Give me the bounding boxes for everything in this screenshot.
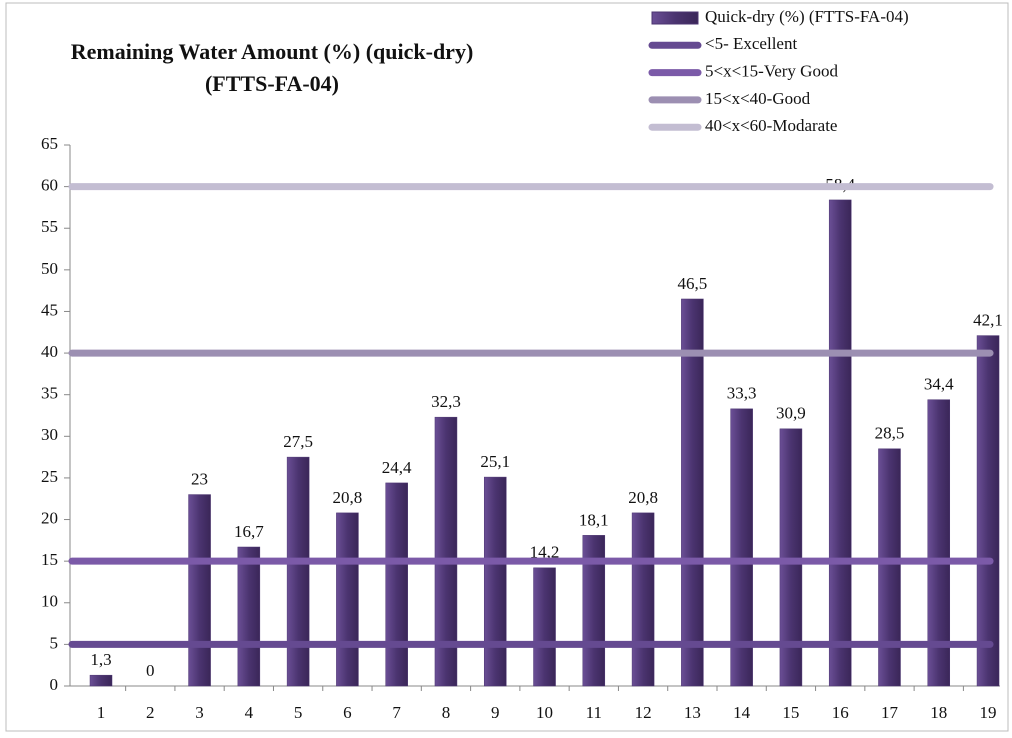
x-tick-label: 13 xyxy=(684,703,701,722)
data-label: 20,8 xyxy=(628,488,658,507)
legend-label: Quick-dry (%) (FTTS-FA-04) xyxy=(705,7,909,26)
legend-swatch xyxy=(651,11,699,25)
x-tick-label: 9 xyxy=(491,703,500,722)
x-tick-label: 14 xyxy=(733,703,751,722)
x-tick-label: 12 xyxy=(635,703,652,722)
y-tick-label: 40 xyxy=(41,342,58,361)
data-label: 0 xyxy=(146,661,155,680)
bar xyxy=(828,199,852,687)
data-label: 28,5 xyxy=(875,424,905,443)
data-label: 32,3 xyxy=(431,392,461,411)
bar xyxy=(779,428,803,687)
x-tick-label: 17 xyxy=(881,703,899,722)
data-label: 25,1 xyxy=(480,452,510,471)
bar xyxy=(878,448,901,687)
data-label: 33,3 xyxy=(727,384,757,403)
bar xyxy=(286,456,310,687)
bar xyxy=(188,494,211,687)
bar xyxy=(582,535,606,687)
x-tick-label: 6 xyxy=(343,703,352,722)
y-tick-label: 15 xyxy=(41,550,58,569)
bar xyxy=(927,399,951,687)
data-label: 14,2 xyxy=(530,543,560,562)
x-tick-label: 7 xyxy=(392,703,401,722)
data-label: 46,5 xyxy=(677,274,707,293)
bar xyxy=(89,674,113,687)
x-tick-label: 10 xyxy=(536,703,553,722)
bar xyxy=(336,512,359,687)
x-tick-label: 3 xyxy=(195,703,204,722)
x-tick-label: 11 xyxy=(586,703,602,722)
y-tick-label: 10 xyxy=(41,592,58,611)
x-tick-label: 18 xyxy=(930,703,947,722)
data-label: 42,1 xyxy=(973,311,1003,330)
y-tick-label: 30 xyxy=(41,425,58,444)
y-tick-label: 45 xyxy=(41,300,58,319)
x-tick-label: 1 xyxy=(97,703,106,722)
bar xyxy=(976,335,1000,687)
x-tick-label: 16 xyxy=(832,703,849,722)
data-label: 27,5 xyxy=(283,432,313,451)
y-tick-label: 25 xyxy=(41,467,58,486)
bar xyxy=(385,482,408,687)
bar xyxy=(237,546,261,687)
data-label: 23 xyxy=(191,469,208,488)
legend-label: 15<x<40-Good xyxy=(705,89,811,108)
y-tick-label: 35 xyxy=(41,384,58,403)
y-tick-label: 5 xyxy=(50,633,59,652)
x-tick-label: 4 xyxy=(245,703,254,722)
bar xyxy=(483,476,507,687)
bar xyxy=(631,512,655,687)
bar xyxy=(730,408,753,687)
legend-label: <5- Excellent xyxy=(705,34,797,53)
y-tick-label: 55 xyxy=(41,217,58,236)
legend-label: 5<x<15-Very Good xyxy=(705,62,838,81)
y-tick-label: 0 xyxy=(50,675,59,694)
data-label: 18,1 xyxy=(579,510,609,529)
data-label: 34,4 xyxy=(924,375,954,394)
bar xyxy=(533,567,556,687)
data-label: 24,4 xyxy=(382,458,412,477)
bar xyxy=(681,298,704,687)
chart-title: Remaining Water Amount (%) (quick-dry) xyxy=(71,39,474,64)
bar xyxy=(434,416,458,687)
y-tick-label: 20 xyxy=(41,508,58,527)
x-tick-label: 15 xyxy=(782,703,799,722)
x-tick-label: 19 xyxy=(980,703,997,722)
chart-title: (FTTS-FA-04) xyxy=(205,71,339,96)
x-tick-label: 5 xyxy=(294,703,303,722)
data-label: 16,7 xyxy=(234,522,264,541)
y-tick-label: 50 xyxy=(41,259,58,278)
chart-border xyxy=(5,2,1009,732)
x-tick-label: 2 xyxy=(146,703,155,722)
x-tick-label: 8 xyxy=(442,703,451,722)
data-label: 30,9 xyxy=(776,404,806,423)
data-label: 1,3 xyxy=(90,650,111,669)
y-tick-label: 60 xyxy=(41,176,58,195)
legend-label: 40<x<60-Modarate xyxy=(705,116,837,135)
y-tick-label: 65 xyxy=(41,134,58,153)
data-label: 20,8 xyxy=(333,488,363,507)
